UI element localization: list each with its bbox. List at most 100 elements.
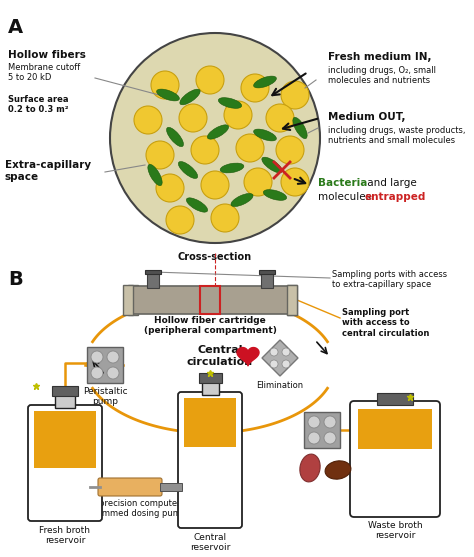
FancyBboxPatch shape	[131, 286, 290, 314]
Circle shape	[241, 74, 269, 102]
Ellipse shape	[254, 76, 276, 88]
Text: and large: and large	[364, 178, 417, 188]
Circle shape	[281, 168, 309, 196]
Bar	[123, 285, 133, 315]
Bar	[377, 393, 413, 405]
Text: Fresh medium IN,: Fresh medium IN,	[328, 52, 431, 62]
Ellipse shape	[148, 164, 162, 185]
Text: entrapped: entrapped	[365, 192, 427, 202]
Text: Sampling ports with access
to extra-capillary space: Sampling ports with access to extra-capi…	[332, 270, 447, 290]
Circle shape	[324, 432, 336, 444]
Ellipse shape	[325, 461, 351, 479]
Text: Cross-section: Cross-section	[178, 252, 252, 262]
Text: including drugs, waste products,
nutrients and small molecules: including drugs, waste products, nutrien…	[328, 126, 465, 145]
Circle shape	[91, 351, 103, 363]
Bar	[145, 270, 161, 274]
Circle shape	[191, 136, 219, 164]
Circle shape	[224, 101, 252, 129]
Bar	[160, 483, 182, 491]
Ellipse shape	[178, 162, 198, 178]
Circle shape	[134, 106, 162, 134]
Circle shape	[282, 360, 290, 368]
Bar	[147, 272, 159, 288]
FancyBboxPatch shape	[98, 478, 162, 496]
Circle shape	[270, 360, 278, 368]
Circle shape	[107, 367, 119, 379]
Text: Elimination: Elimination	[256, 381, 303, 390]
Text: including drugs, O₂, small
molecules and nutrients: including drugs, O₂, small molecules and…	[328, 66, 436, 85]
Ellipse shape	[264, 189, 287, 201]
Polygon shape	[262, 340, 298, 376]
Circle shape	[196, 66, 224, 94]
Bar	[304, 412, 340, 448]
Bar	[199, 373, 222, 383]
Text: A: A	[8, 18, 23, 37]
Ellipse shape	[156, 89, 179, 101]
Bar	[259, 270, 275, 274]
Circle shape	[281, 81, 309, 109]
Ellipse shape	[220, 163, 244, 173]
Text: Hollow fibers: Hollow fibers	[8, 50, 86, 60]
Circle shape	[166, 206, 194, 234]
Text: Membrane cutoff
5 to 20 kD: Membrane cutoff 5 to 20 kD	[8, 63, 80, 82]
Ellipse shape	[231, 193, 253, 207]
Bar	[358, 409, 432, 449]
Circle shape	[270, 348, 278, 356]
Circle shape	[276, 136, 304, 164]
Bar	[34, 411, 96, 468]
Circle shape	[146, 141, 174, 169]
Bar	[287, 285, 297, 315]
Circle shape	[179, 104, 207, 132]
Circle shape	[156, 174, 184, 202]
Circle shape	[324, 416, 336, 428]
Bar	[261, 272, 273, 288]
Text: Central
circulation: Central circulation	[187, 345, 253, 367]
Ellipse shape	[166, 128, 183, 146]
Text: Hollow fiber cartridge
(peripheral compartment): Hollow fiber cartridge (peripheral compa…	[144, 316, 276, 335]
Text: Central
reservoir: Central reservoir	[190, 533, 230, 553]
Circle shape	[110, 33, 320, 243]
Circle shape	[107, 351, 119, 363]
Bar	[200, 286, 220, 314]
Ellipse shape	[180, 89, 200, 105]
FancyBboxPatch shape	[28, 405, 102, 521]
Text: Surface area
0.2 to 0.3 m²: Surface area 0.2 to 0.3 m²	[8, 95, 69, 114]
Text: Waste broth
reservoir: Waste broth reservoir	[368, 521, 422, 540]
Circle shape	[91, 367, 103, 379]
Circle shape	[201, 171, 229, 199]
Bar	[128, 285, 138, 315]
Text: molecules: molecules	[318, 192, 374, 202]
Ellipse shape	[186, 198, 208, 212]
Circle shape	[266, 104, 294, 132]
Text: B: B	[8, 270, 23, 289]
Bar	[287, 285, 297, 315]
Circle shape	[282, 348, 290, 356]
Ellipse shape	[300, 454, 320, 482]
Circle shape	[244, 168, 272, 196]
Text: Fresh broth
reservoir: Fresh broth reservoir	[39, 526, 91, 545]
FancyBboxPatch shape	[350, 401, 440, 517]
Text: Sampling port
with access to
central circulation: Sampling port with access to central cir…	[342, 308, 429, 338]
Bar	[184, 398, 236, 447]
Ellipse shape	[207, 125, 228, 139]
Circle shape	[308, 416, 320, 428]
Bar	[55, 394, 75, 408]
Text: Bacteria: Bacteria	[318, 178, 367, 188]
FancyBboxPatch shape	[178, 392, 242, 528]
Circle shape	[151, 71, 179, 99]
Circle shape	[211, 204, 239, 232]
Text: Extra-capillary
space: Extra-capillary space	[5, 160, 91, 182]
Ellipse shape	[293, 118, 307, 139]
Bar	[202, 381, 219, 395]
Polygon shape	[237, 348, 259, 365]
Text: Peristaltic
pump: Peristaltic pump	[82, 387, 128, 407]
Ellipse shape	[219, 97, 242, 109]
Ellipse shape	[254, 129, 276, 141]
Circle shape	[236, 134, 264, 162]
Ellipse shape	[262, 157, 282, 173]
Bar	[52, 386, 78, 396]
Text: Medium OUT,: Medium OUT,	[328, 112, 405, 122]
Bar	[87, 347, 123, 383]
Circle shape	[308, 432, 320, 444]
Text: High precision computer-
programmed dosing pump: High precision computer- programmed dosi…	[74, 499, 186, 519]
